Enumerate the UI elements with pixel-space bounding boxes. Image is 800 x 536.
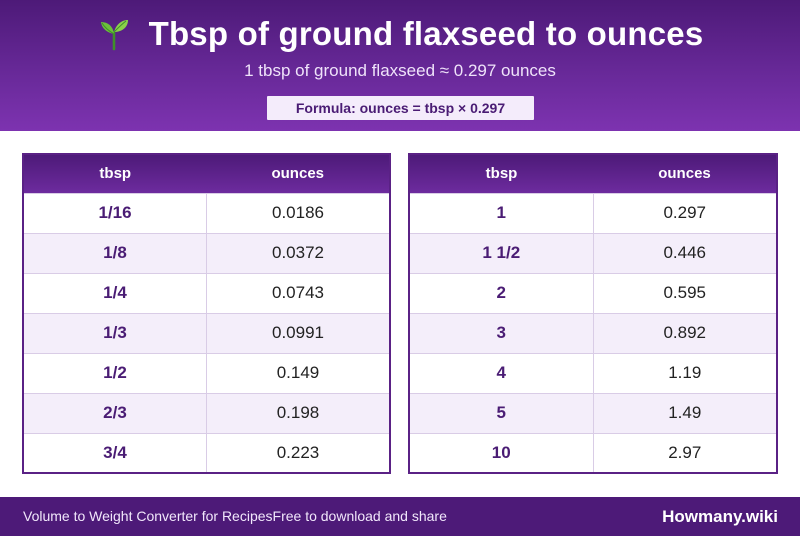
page-title: Tbsp of ground flaxseed to ounces (0, 14, 800, 54)
conversion-table-left: tbsp ounces 1/16 0.0186 1/8 0.0372 1/4 0.07… (22, 153, 391, 474)
table-row: 4 1.19 (409, 352, 777, 393)
tbsp-cell: 3 (409, 312, 594, 353)
ounces-cell: 1.19 (593, 352, 777, 393)
ounces-cell: 0.0743 (206, 272, 390, 313)
brand-logo-text: Howmany.wiki (662, 507, 778, 526)
tbsp-cell: 5 (409, 392, 594, 433)
formula-badge: Formula: ounces = tbsp × 0.297 (267, 96, 534, 120)
ounces-cell: 0.149 (206, 352, 390, 393)
ounces-cell: 0.198 (206, 392, 390, 433)
tbsp-cell: 1/3 (23, 312, 207, 353)
table-row: 1/16 0.0186 (23, 192, 390, 233)
seedling-icon (100, 20, 128, 51)
column-header-tbsp: tbsp (409, 154, 593, 193)
table-row: 1/2 0.149 (23, 352, 390, 393)
tbsp-cell: 3/4 (23, 432, 207, 473)
table-row: 1/3 0.0991 (23, 312, 390, 353)
conversion-table-right: tbsp ounces 1 0.297 1 1/2 0.446 2 0.595 3 0.… (408, 153, 778, 474)
tbsp-cell: 2 (409, 272, 594, 313)
ounces-cell: 0.0372 (206, 232, 390, 273)
ounces-cell: 0.446 (593, 232, 777, 273)
tbsp-cell: 10 (409, 432, 594, 473)
footer-middle-text: Free to download and share (272, 508, 447, 524)
tbsp-cell: 4 (409, 352, 594, 393)
tbsp-cell: 1 1/2 (409, 232, 594, 273)
ounces-cell: 0.297 (593, 192, 777, 233)
header-banner: Tbsp of ground flaxseed to ounces 1 tbsp… (0, 0, 800, 131)
ounces-cell: 0.595 (593, 272, 777, 313)
tbsp-cell: 1/2 (23, 352, 207, 393)
page-title-text: Tbsp of ground flaxseed to ounces (148, 15, 704, 52)
table-row: 1 1/2 0.446 (409, 232, 777, 273)
tbsp-cell: 1/16 (23, 192, 207, 233)
footer-bar: Volume to Weight Converter for RecipesFr… (0, 497, 800, 536)
table-row: 3/4 0.223 (23, 432, 390, 473)
column-header-tbsp: tbsp (23, 154, 207, 193)
tbsp-cell: 2/3 (23, 392, 207, 433)
footer-left-text: Volume to Weight Converter for Recipes (23, 508, 273, 524)
ounces-cell: 0.0991 (206, 312, 390, 353)
table-row: 1/4 0.0743 (23, 272, 390, 313)
ounces-cell: 2.97 (593, 432, 777, 473)
column-header-ounces: ounces (206, 154, 390, 193)
tbsp-cell: 1 (409, 192, 594, 233)
ounces-cell: 1.49 (593, 392, 777, 433)
table-row: 1/8 0.0372 (23, 232, 390, 273)
table-row: 2/3 0.198 (23, 392, 390, 433)
table-header-row: tbsp ounces (23, 154, 390, 193)
column-header-ounces: ounces (593, 154, 777, 193)
ounces-cell: 0.223 (206, 432, 390, 473)
tbsp-cell: 1/8 (23, 232, 207, 273)
table-row: 2 0.595 (409, 272, 777, 313)
page-subtitle: 1 tbsp of ground flaxseed ≈ 0.297 ounces (244, 61, 556, 80)
tbsp-cell: 1/4 (23, 272, 207, 313)
table-row: 10 2.97 (409, 432, 777, 473)
table-row: 1 0.297 (409, 192, 777, 233)
table-row: 5 1.49 (409, 392, 777, 433)
ounces-cell: 0.892 (593, 312, 777, 353)
footer-caption: Volume to Weight Converter for RecipesFr… (23, 497, 447, 536)
ounces-cell: 0.0186 (206, 192, 390, 233)
table-header-row: tbsp ounces (409, 154, 777, 193)
table-row: 3 0.892 (409, 312, 777, 353)
